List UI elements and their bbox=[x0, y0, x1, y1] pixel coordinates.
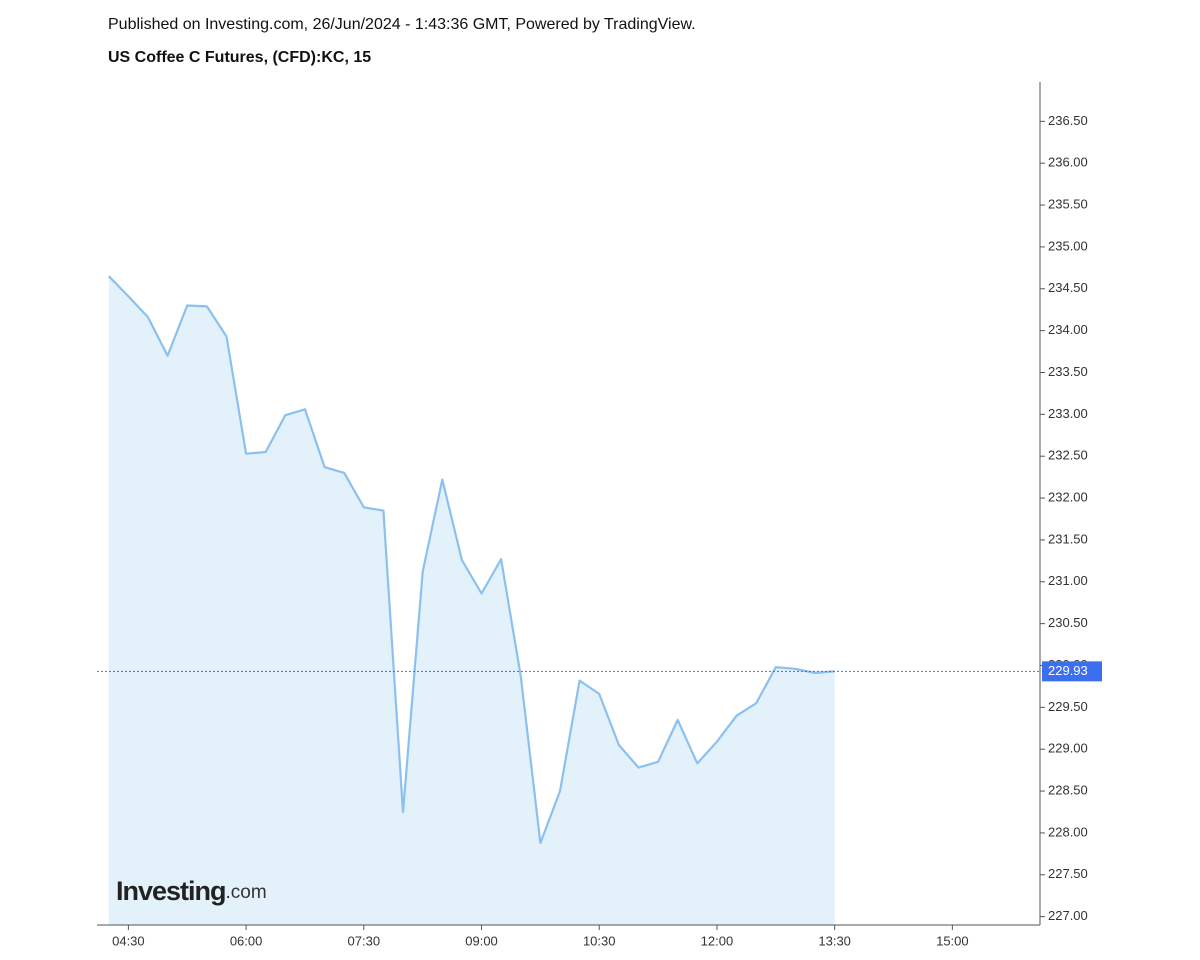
x-tick-label: 04:30 bbox=[112, 933, 145, 948]
x-tick-label: 07:30 bbox=[348, 933, 381, 948]
y-tick-label: 236.00 bbox=[1048, 155, 1088, 170]
x-tick-label: 06:00 bbox=[230, 933, 263, 948]
y-tick-label: 231.00 bbox=[1048, 573, 1088, 588]
y-tick-label: 234.50 bbox=[1048, 280, 1088, 295]
y-tick-label: 236.50 bbox=[1048, 113, 1088, 128]
price-line bbox=[108, 275, 835, 845]
plot: 227.00 227.50 228.00 228.50 229.00 229.50 230.… bbox=[97, 82, 1102, 948]
y-tick-label: 228.50 bbox=[1048, 782, 1088, 797]
y-tick-label: 234.00 bbox=[1048, 322, 1088, 337]
x-tick-label: 15:00 bbox=[936, 933, 969, 948]
y-tick-label: 228.00 bbox=[1048, 824, 1088, 839]
y-tick-label: 231.50 bbox=[1048, 531, 1088, 546]
y-tick-label: 233.00 bbox=[1048, 406, 1088, 421]
area-fill bbox=[108, 276, 835, 925]
y-tick-label: 230.50 bbox=[1048, 615, 1088, 630]
y-tick-label: 232.00 bbox=[1048, 489, 1088, 504]
logo-suffix: .com bbox=[226, 882, 267, 903]
y-tick-label: 229.00 bbox=[1048, 741, 1088, 756]
y-tick-label: 235.50 bbox=[1048, 196, 1088, 211]
chart-title: US Coffee C Futures, (CFD):KC, 15 bbox=[108, 49, 371, 66]
published-note: Published on Investing.com, 26/Jun/2024 … bbox=[108, 16, 696, 33]
y-tick-label: 229.50 bbox=[1048, 699, 1088, 714]
y-tick-label: 227.50 bbox=[1048, 866, 1088, 881]
y-tick-label: 233.50 bbox=[1048, 364, 1088, 379]
y-tick-label: 232.50 bbox=[1048, 448, 1088, 463]
x-tick-label: 09:00 bbox=[465, 933, 498, 948]
x-tick-label: 10:30 bbox=[583, 933, 616, 948]
x-tick-label: 13:30 bbox=[818, 933, 851, 948]
logo-name: Investing bbox=[116, 876, 226, 906]
x-tick-label: 12:00 bbox=[701, 933, 734, 948]
y-tick-label: 227.00 bbox=[1048, 908, 1088, 923]
y-tick-label: 235.00 bbox=[1048, 238, 1088, 253]
last-price-box bbox=[1042, 661, 1102, 682]
last-price-label: 229.93 bbox=[1048, 663, 1088, 678]
logo: Investing.com bbox=[116, 876, 267, 906]
